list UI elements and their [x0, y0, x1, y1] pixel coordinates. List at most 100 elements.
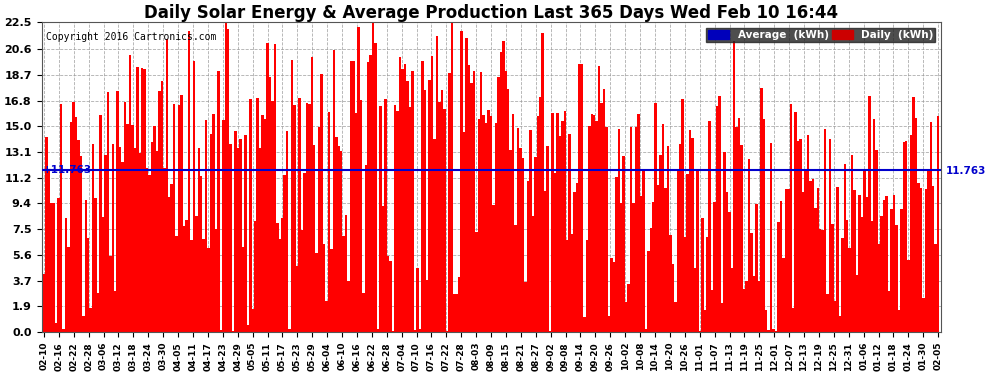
Bar	[165, 39, 168, 332]
Bar	[755, 204, 757, 332]
Bar	[296, 266, 298, 332]
Bar	[561, 121, 563, 332]
Bar	[434, 139, 436, 332]
Bar	[394, 105, 396, 332]
Bar	[146, 168, 148, 332]
Bar	[345, 215, 347, 332]
Bar	[379, 106, 382, 332]
Bar	[352, 61, 354, 332]
Bar	[822, 230, 824, 332]
Bar	[878, 244, 880, 332]
Bar	[782, 258, 785, 332]
Bar	[117, 91, 119, 332]
Bar	[444, 110, 446, 332]
Bar	[69, 122, 72, 332]
Bar	[52, 203, 55, 332]
Bar	[765, 310, 767, 332]
Bar	[711, 290, 714, 332]
Bar	[502, 41, 505, 332]
Bar	[477, 119, 480, 332]
Bar	[377, 329, 379, 332]
Bar	[770, 142, 772, 332]
Bar	[546, 146, 548, 332]
Bar	[736, 127, 738, 332]
Bar	[424, 90, 426, 332]
Bar	[416, 268, 419, 332]
Bar	[316, 253, 318, 332]
Bar	[411, 71, 414, 332]
Bar	[144, 69, 146, 332]
Bar	[60, 104, 62, 332]
Bar	[664, 188, 666, 332]
Bar	[89, 308, 92, 332]
Bar	[387, 256, 389, 332]
Bar	[689, 130, 691, 332]
Bar	[215, 229, 217, 332]
Bar	[694, 268, 696, 332]
Bar	[785, 189, 787, 332]
Bar	[846, 220, 848, 332]
Bar	[406, 81, 409, 332]
Bar	[453, 294, 455, 332]
Bar	[615, 177, 618, 332]
Bar	[679, 144, 681, 332]
Bar	[802, 192, 804, 332]
Bar	[293, 105, 296, 332]
Bar	[65, 218, 67, 332]
Bar	[724, 153, 726, 332]
Bar	[842, 238, 843, 332]
Bar	[669, 235, 671, 332]
Bar	[760, 88, 762, 332]
Bar	[338, 146, 340, 332]
Bar	[745, 280, 747, 332]
Bar	[586, 240, 588, 332]
Bar	[706, 237, 709, 332]
Bar	[197, 148, 200, 332]
Bar	[160, 81, 163, 332]
Bar	[834, 301, 837, 332]
Bar	[918, 183, 920, 332]
Bar	[686, 174, 689, 332]
Bar	[448, 73, 450, 332]
Bar	[610, 258, 613, 332]
Bar	[470, 82, 472, 332]
Bar	[436, 36, 439, 332]
Bar	[721, 303, 724, 332]
Bar	[747, 159, 750, 332]
Bar	[915, 118, 918, 332]
Bar	[323, 244, 326, 332]
Bar	[792, 308, 794, 332]
Bar	[330, 249, 333, 332]
Bar	[532, 216, 534, 332]
Bar	[512, 114, 515, 332]
Bar	[529, 130, 532, 332]
Bar	[46, 137, 48, 332]
Text: +11.763: +11.763	[44, 165, 92, 175]
Bar	[613, 262, 615, 332]
Title: Daily Solar Energy & Average Production Last 365 Days Wed Feb 10 16:44: Daily Solar Energy & Average Production …	[144, 4, 839, 22]
Bar	[591, 114, 593, 332]
Bar	[787, 189, 789, 332]
Bar	[522, 158, 525, 332]
Bar	[217, 71, 220, 332]
Bar	[256, 98, 259, 332]
Bar	[227, 28, 230, 332]
Bar	[109, 256, 112, 332]
Bar	[340, 151, 343, 332]
Bar	[251, 309, 254, 332]
Bar	[254, 221, 256, 332]
Bar	[271, 101, 273, 332]
Bar	[843, 164, 846, 332]
Bar	[603, 89, 605, 332]
Bar	[283, 175, 286, 332]
Bar	[485, 123, 487, 332]
Bar	[487, 110, 490, 332]
Bar	[595, 122, 598, 332]
Bar	[431, 56, 434, 332]
Bar	[681, 99, 684, 332]
Bar	[82, 316, 84, 332]
Bar	[220, 330, 222, 332]
Legend: Average  (kWh), Daily  (kWh): Average (kWh), Daily (kWh)	[707, 27, 936, 42]
Bar	[303, 173, 306, 332]
Bar	[72, 102, 74, 332]
